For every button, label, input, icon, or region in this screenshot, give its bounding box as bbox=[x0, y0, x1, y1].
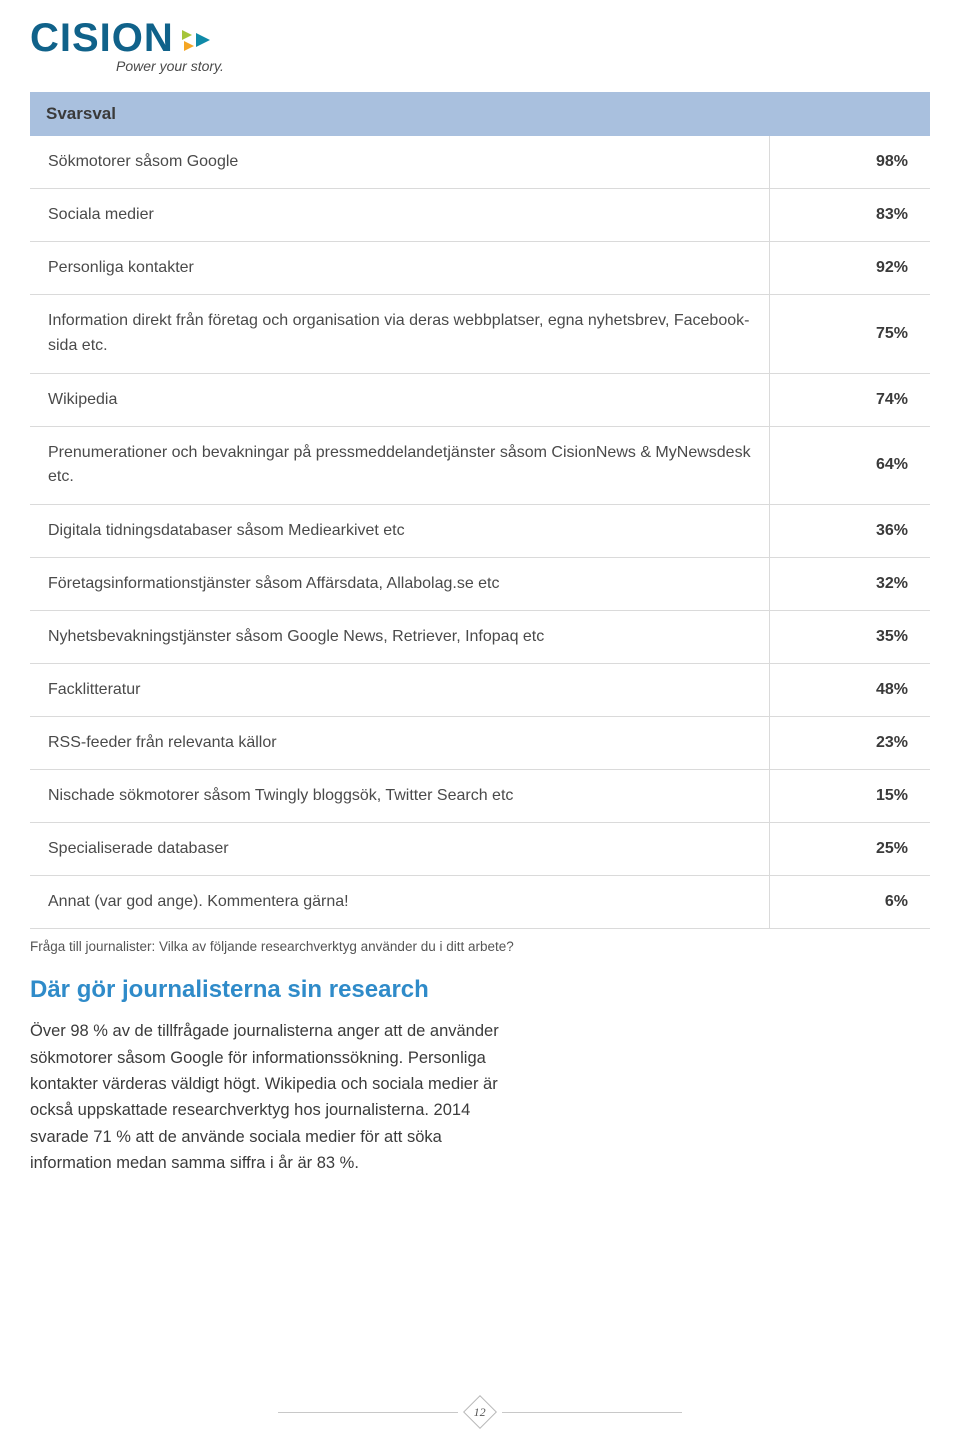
table-footnote: Fråga till journalister: Vilka av följan… bbox=[30, 939, 930, 954]
table-cell-value: 74% bbox=[770, 377, 930, 423]
page-number-badge: 12 bbox=[463, 1395, 497, 1429]
footer-line-right bbox=[502, 1412, 682, 1413]
table-cell-value: 23% bbox=[770, 720, 930, 766]
section-heading: Där gör journalisterna sin research bbox=[30, 976, 930, 1004]
table-row: Wikipedia74% bbox=[30, 374, 930, 427]
page-number: 12 bbox=[474, 1405, 486, 1420]
table-cell-label: Sökmotorer såsom Google bbox=[30, 136, 770, 188]
table-cell-label: Nischade sökmotorer såsom Twingly bloggs… bbox=[30, 770, 770, 822]
table-row: Sociala medier83% bbox=[30, 189, 930, 242]
table-header-row: Svarsval bbox=[30, 92, 930, 136]
table-cell-value: 6% bbox=[770, 879, 930, 925]
table-header-value bbox=[754, 104, 914, 124]
table-cell-label: RSS-feeder från relevanta källor bbox=[30, 717, 770, 769]
table-row: Information direkt från företag och orga… bbox=[30, 295, 930, 374]
brand-name: CISION bbox=[30, 18, 174, 58]
table-cell-value: 35% bbox=[770, 614, 930, 660]
footer-line-left bbox=[278, 1412, 458, 1413]
table-cell-value: 98% bbox=[770, 139, 930, 185]
table-row: Prenumerationer och bevakningar på press… bbox=[30, 427, 930, 506]
brand-header: CISION Power your story. bbox=[30, 18, 930, 74]
table-cell-label: Annat (var god ange). Kommentera gärna! bbox=[30, 876, 770, 928]
table-cell-value: 48% bbox=[770, 667, 930, 713]
table-cell-value: 92% bbox=[770, 245, 930, 291]
table-header-label: Svarsval bbox=[46, 104, 754, 124]
table-cell-value: 75% bbox=[770, 311, 930, 357]
table-row: Annat (var god ange). Kommentera gärna!6… bbox=[30, 876, 930, 929]
table-cell-value: 83% bbox=[770, 192, 930, 238]
section-body: Över 98 % av de tillfrågade journalister… bbox=[30, 1018, 500, 1176]
table-cell-label: Information direkt från företag och orga… bbox=[30, 295, 770, 373]
results-table: Svarsval Sökmotorer såsom Google98%Socia… bbox=[30, 92, 930, 929]
table-row: Sökmotorer såsom Google98% bbox=[30, 136, 930, 189]
table-cell-label: Sociala medier bbox=[30, 189, 770, 241]
table-cell-label: Wikipedia bbox=[30, 374, 770, 426]
table-cell-label: Specialiserade databaser bbox=[30, 823, 770, 875]
table-row: Digitala tidningsdatabaser såsom Mediear… bbox=[30, 505, 930, 558]
table-row: Facklitteratur48% bbox=[30, 664, 930, 717]
table-row: Nischade sökmotorer såsom Twingly bloggs… bbox=[30, 770, 930, 823]
table-cell-label: Prenumerationer och bevakningar på press… bbox=[30, 427, 770, 505]
table-cell-label: Nyhetsbevakningstjänster såsom Google Ne… bbox=[30, 611, 770, 663]
table-row: RSS-feeder från relevanta källor23% bbox=[30, 717, 930, 770]
table-cell-label: Digitala tidningsdatabaser såsom Mediear… bbox=[30, 505, 770, 557]
page-footer: 12 bbox=[0, 1400, 960, 1424]
table-row: Företagsinformationstjänster såsom Affär… bbox=[30, 558, 930, 611]
table-cell-value: 32% bbox=[770, 561, 930, 607]
table-cell-value: 25% bbox=[770, 826, 930, 872]
table-cell-value: 64% bbox=[770, 442, 930, 488]
table-row: Specialiserade databaser25% bbox=[30, 823, 930, 876]
table-row: Personliga kontakter92% bbox=[30, 242, 930, 295]
table-cell-value: 36% bbox=[770, 508, 930, 554]
table-cell-label: Företagsinformationstjänster såsom Affär… bbox=[30, 558, 770, 610]
table-cell-value: 15% bbox=[770, 773, 930, 819]
table-cell-label: Facklitteratur bbox=[30, 664, 770, 716]
table-cell-label: Personliga kontakter bbox=[30, 242, 770, 294]
brand-tagline: Power your story. bbox=[116, 58, 930, 74]
table-row: Nyhetsbevakningstjänster såsom Google Ne… bbox=[30, 611, 930, 664]
brand-mark-icon bbox=[180, 23, 214, 53]
logo-row: CISION bbox=[30, 18, 930, 58]
